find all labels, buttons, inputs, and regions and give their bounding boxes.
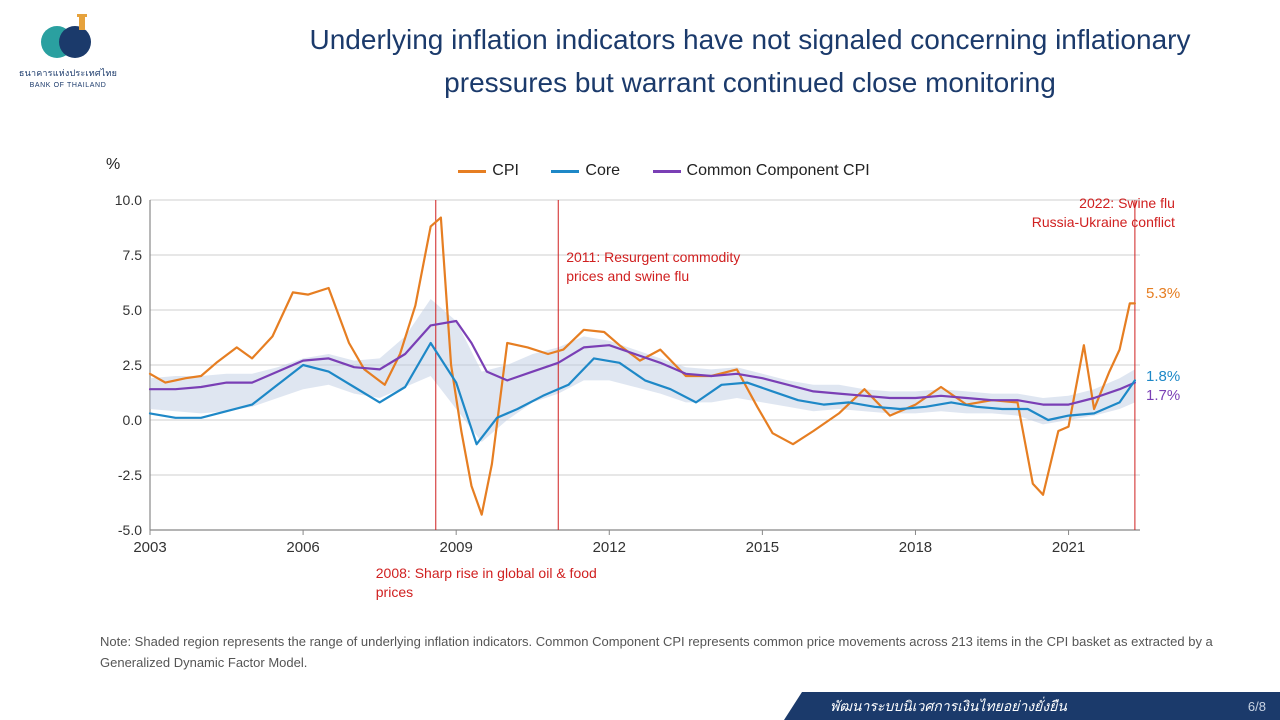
brand-name-en: BANK OF THAILAND: [18, 82, 118, 89]
svg-text:10.0: 10.0: [115, 192, 142, 208]
svg-text:2015: 2015: [746, 539, 779, 556]
svg-text:2018: 2018: [899, 539, 932, 556]
annotation-2008: 2008: Sharp rise in global oil & food pr…: [376, 564, 606, 602]
chart-legend: CPI Core Common Component CPI: [100, 162, 1200, 180]
brand-name-th: ธนาคารแห่งประเทศไทย: [18, 66, 118, 80]
page-number: 6/8: [1248, 699, 1266, 714]
chart-note: Note: Shaded region represents the range…: [100, 632, 1220, 674]
svg-text:2012: 2012: [593, 539, 626, 556]
svg-text:-2.5: -2.5: [118, 467, 142, 483]
svg-text:2.5: 2.5: [123, 357, 143, 373]
svg-text:0.0: 0.0: [123, 412, 143, 428]
slide-title: Underlying inflation indicators have not…: [260, 18, 1240, 105]
annotation-2011: 2011: Resurgent commodity prices and swi…: [566, 248, 776, 286]
brand-logo: ธนาคารแห่งประเทศไทย BANK OF THAILAND: [18, 12, 118, 89]
annotation-2022: 2022: Swine fluRussia-Ukraine conflict: [975, 194, 1175, 232]
end-label-cpi: 5.3%: [1146, 285, 1180, 302]
logo-mark: [37, 12, 99, 64]
svg-text:2009: 2009: [439, 539, 472, 556]
footer-tagline: พัฒนาระบบนิเวศการเงินไทยอย่างยั่งยืน: [802, 692, 1280, 720]
end-label-common: 1.7%: [1146, 387, 1180, 404]
svg-text:2006: 2006: [286, 539, 319, 556]
legend-common: Common Component CPI: [687, 162, 870, 179]
svg-text:2021: 2021: [1052, 539, 1085, 556]
legend-core: Core: [585, 162, 620, 179]
svg-text:-5.0: -5.0: [118, 522, 142, 538]
svg-text:7.5: 7.5: [123, 247, 143, 263]
legend-cpi: CPI: [492, 162, 519, 179]
svg-text:5.0: 5.0: [123, 302, 143, 318]
end-label-core: 1.8%: [1146, 368, 1180, 385]
svg-text:2003: 2003: [133, 539, 166, 556]
